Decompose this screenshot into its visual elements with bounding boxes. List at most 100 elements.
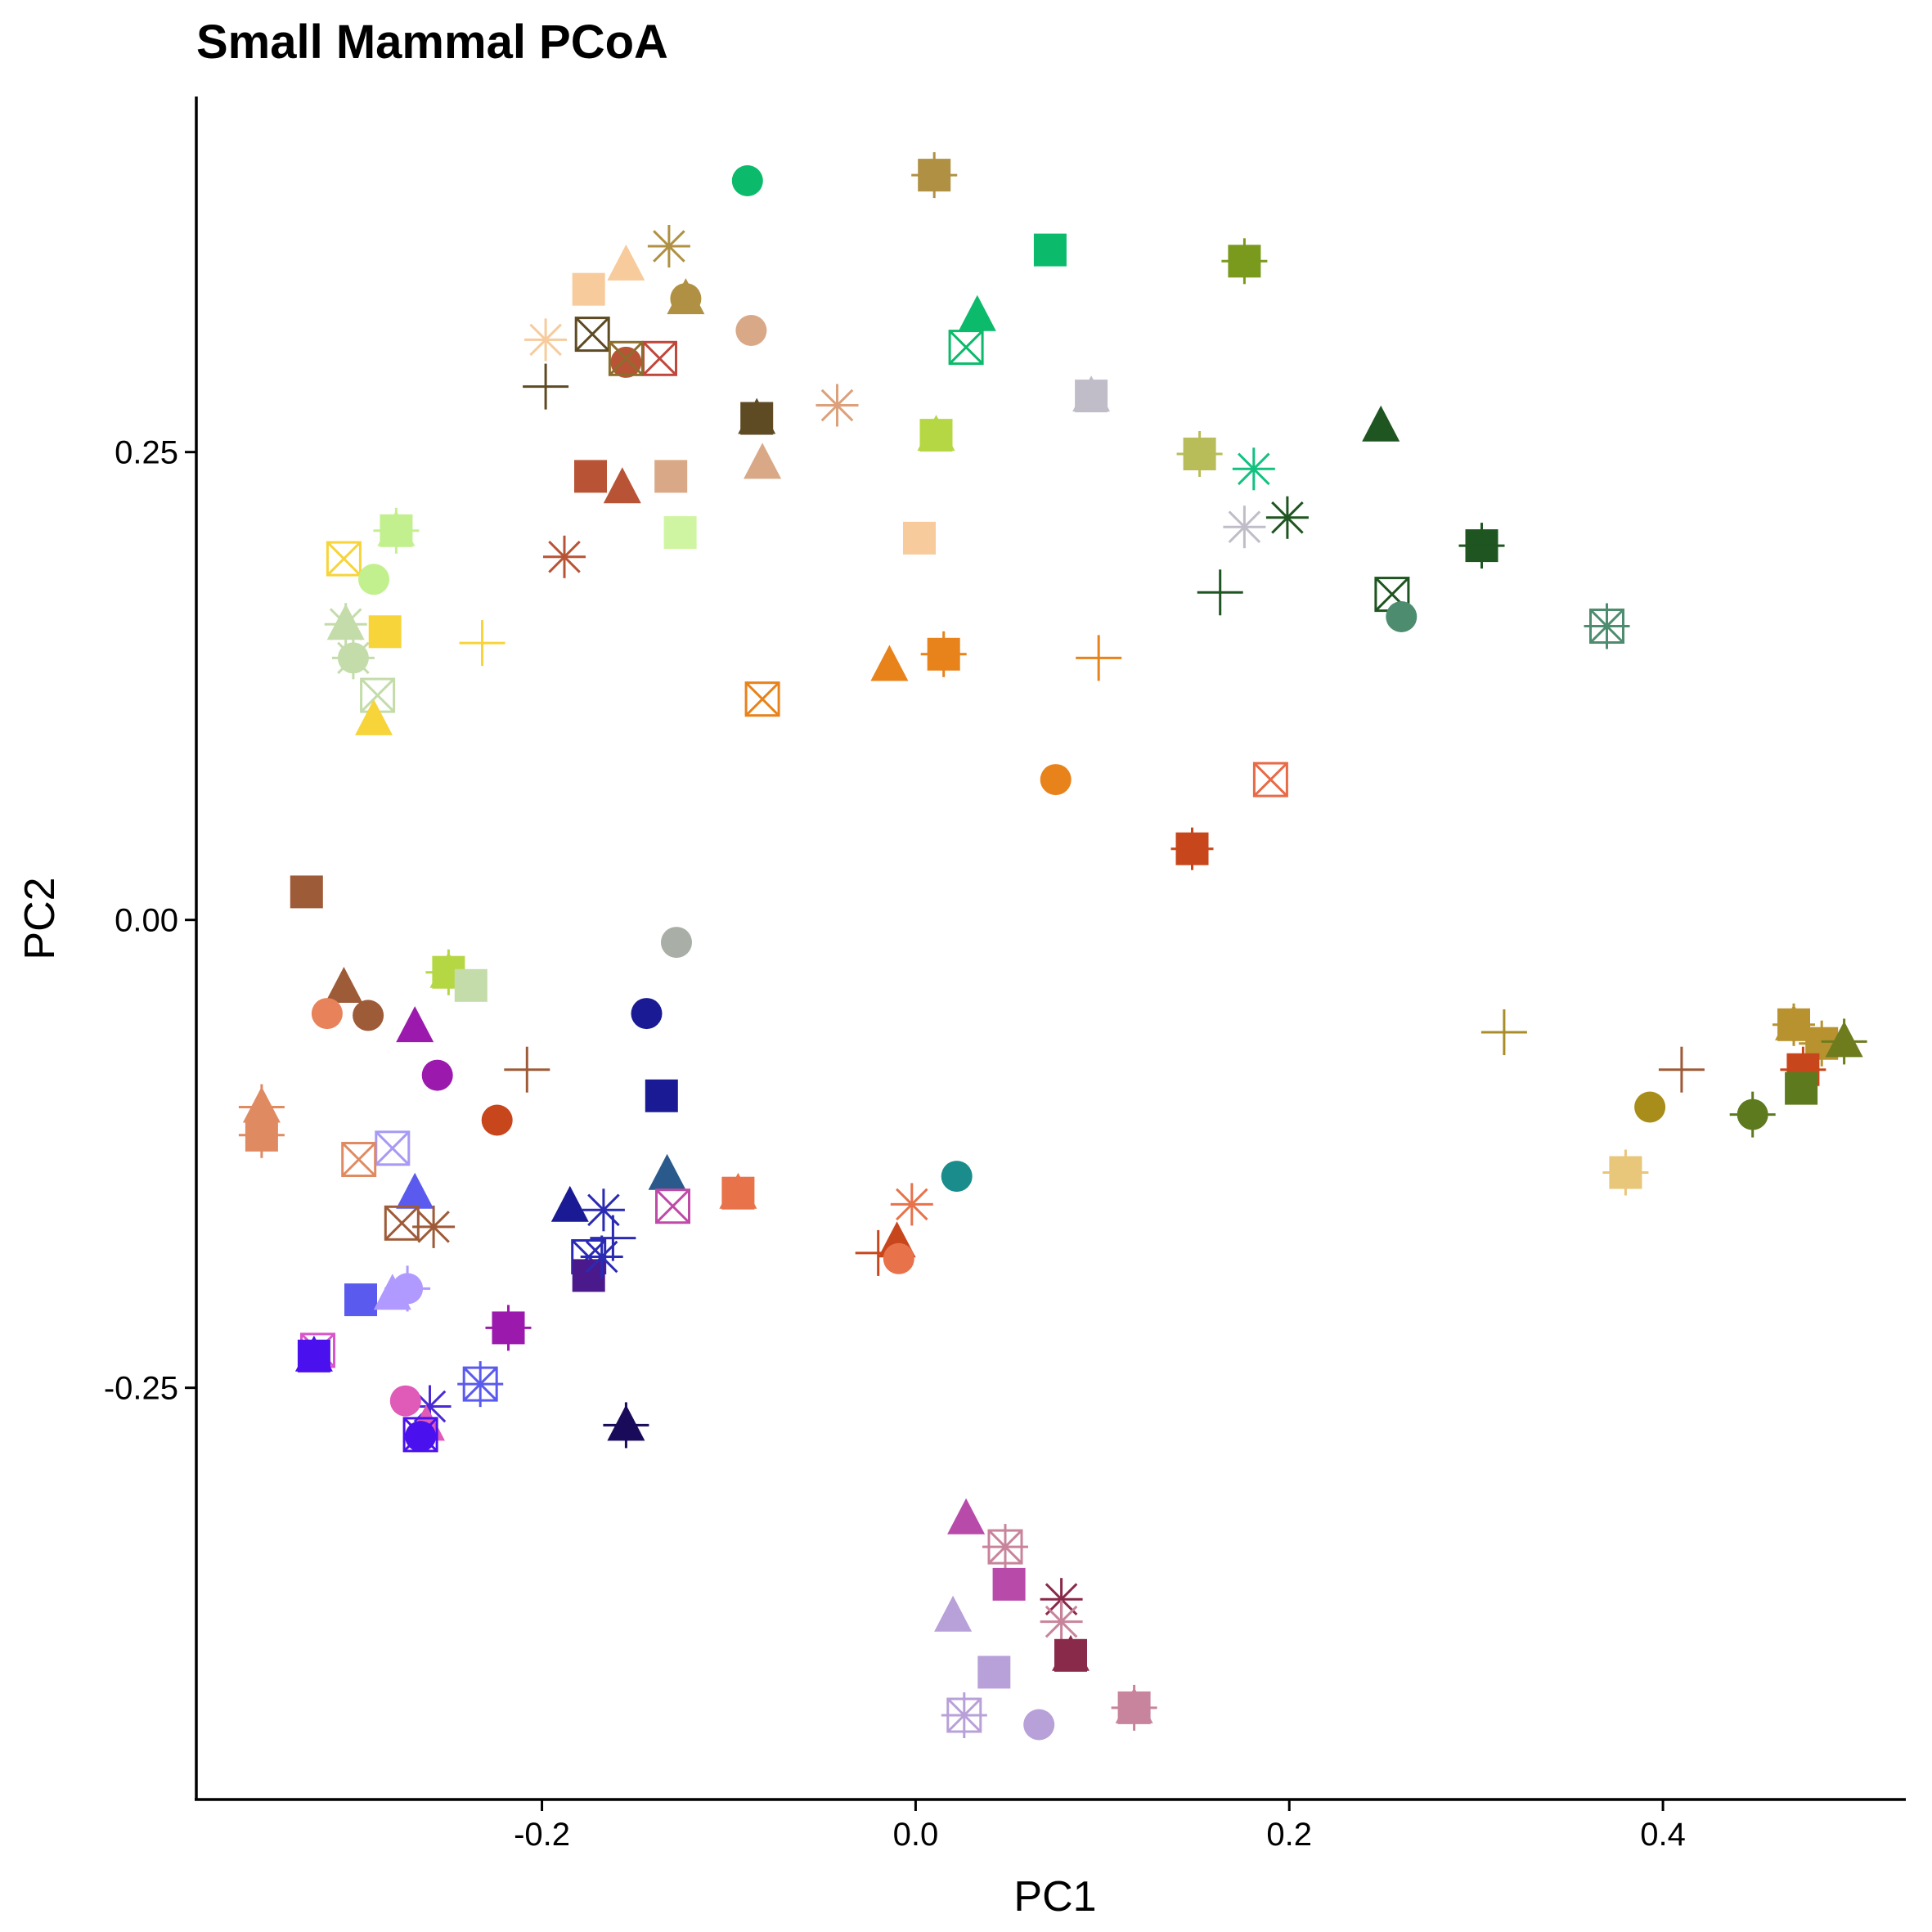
scatter-point xyxy=(1729,1091,1776,1138)
scatter-point xyxy=(948,330,984,366)
scatter-point xyxy=(1076,635,1122,681)
scatter-point xyxy=(1658,1046,1705,1093)
scatter-point xyxy=(1252,762,1288,798)
scatter-point xyxy=(903,521,936,555)
scatter-point xyxy=(358,564,389,595)
scatter-point xyxy=(870,645,909,681)
scatter-point xyxy=(1265,496,1309,539)
scatter-point xyxy=(421,1059,453,1091)
x-ticks: -0.2 0.0 0.2 0.4 xyxy=(514,1799,1686,1853)
scatter-point xyxy=(1232,447,1275,491)
scatter-point xyxy=(744,681,780,717)
scatter-point xyxy=(325,967,363,1003)
scatter-point xyxy=(1458,523,1505,569)
points-layer xyxy=(238,152,1867,1741)
scatter-point xyxy=(735,315,767,346)
scatter-point xyxy=(603,1402,649,1449)
scatter-point xyxy=(353,1000,384,1031)
scatter-point xyxy=(1033,233,1067,267)
scatter-point xyxy=(1040,764,1072,796)
scatter-point xyxy=(977,1656,1011,1689)
scatter-point xyxy=(958,294,996,331)
scatter-point xyxy=(504,1046,550,1093)
scatter-point xyxy=(1170,827,1214,870)
scatter-point xyxy=(654,460,688,493)
scatter-point xyxy=(373,507,420,554)
scatter-point xyxy=(1072,375,1111,413)
y-axis-title: PC2 xyxy=(16,877,64,959)
scatter-point xyxy=(1785,1072,1818,1105)
scatter-point xyxy=(631,998,663,1030)
scatter-point xyxy=(883,1242,914,1274)
chart-title: Small Mammal PCoA xyxy=(196,16,668,69)
scatter-point xyxy=(355,699,393,735)
axes: -0.2 0.0 0.2 0.4 -0.25 0.00 0.25 PC1 PC2 xyxy=(16,97,1906,1921)
scatter-point xyxy=(1480,1009,1527,1055)
scatter-point xyxy=(580,1235,623,1278)
scatter-point xyxy=(941,1692,987,1738)
scatter-point xyxy=(331,636,375,680)
scatter-point xyxy=(389,1385,421,1417)
scatter-point xyxy=(457,1361,504,1408)
scatter-point xyxy=(324,603,367,646)
scatter-point xyxy=(454,968,487,1002)
scatter-point xyxy=(524,318,568,362)
scatter-point xyxy=(1176,431,1223,477)
scatter-point xyxy=(1221,238,1268,285)
scatter-point xyxy=(1197,569,1243,616)
x-axis-title: PC1 xyxy=(1013,1873,1096,1921)
scatter-point xyxy=(481,1104,513,1136)
scatter-point xyxy=(375,1130,411,1166)
scatter-point xyxy=(738,398,776,435)
y-tick-label: -0.25 xyxy=(104,1371,178,1407)
scatter-point xyxy=(344,1283,377,1317)
scatter-point xyxy=(610,346,642,378)
scatter-point xyxy=(941,1161,973,1193)
scatter-point xyxy=(603,467,641,504)
scatter-point xyxy=(572,1259,605,1292)
scatter-point xyxy=(459,620,505,667)
scatter-point xyxy=(396,1172,434,1209)
scatter-point xyxy=(574,317,610,353)
scatter-point xyxy=(341,1142,377,1177)
x-tick-label: -0.2 xyxy=(514,1817,570,1853)
scatter-point xyxy=(572,272,605,306)
scatter-point xyxy=(405,1421,437,1453)
scatter-point xyxy=(1052,1634,1090,1672)
scatter-point xyxy=(1821,1018,1867,1065)
scatter-point xyxy=(667,278,705,315)
scatter-point xyxy=(412,1205,456,1248)
scatter-point xyxy=(582,1188,625,1232)
scatter-point xyxy=(648,1153,686,1190)
scatter-point xyxy=(982,1524,1028,1570)
scatter-point xyxy=(1584,603,1630,649)
y-ticks: -0.25 0.00 0.25 xyxy=(104,435,196,1407)
y-tick-label: 0.25 xyxy=(115,435,178,471)
scatter-point xyxy=(947,1498,986,1534)
scatter-point xyxy=(396,1006,434,1043)
scatter-point xyxy=(815,384,859,427)
scatter-point xyxy=(373,1274,411,1310)
scatter-point xyxy=(384,1205,420,1241)
scatter-point xyxy=(294,1335,333,1373)
scatter-point xyxy=(645,1079,678,1112)
scatter-point xyxy=(608,340,644,376)
scatter-point xyxy=(550,1185,589,1222)
scatter-point xyxy=(647,225,690,267)
scatter-point xyxy=(920,631,967,677)
scatter-point xyxy=(590,1215,636,1261)
scatter-point xyxy=(607,244,645,281)
y-tick-label: 0.00 xyxy=(115,903,178,939)
scatter-point xyxy=(1223,505,1266,549)
scatter-point xyxy=(663,516,697,550)
x-tick-label: 0.2 xyxy=(1266,1817,1312,1853)
scatter-point xyxy=(1634,1091,1666,1123)
scatter-point xyxy=(290,875,323,909)
x-tick-label: 0.0 xyxy=(893,1817,939,1853)
scatter-point xyxy=(543,535,586,578)
scatter-point xyxy=(661,927,692,959)
scatter-point xyxy=(1362,405,1400,442)
scatter-point xyxy=(917,415,955,452)
scatter-point xyxy=(642,340,677,376)
